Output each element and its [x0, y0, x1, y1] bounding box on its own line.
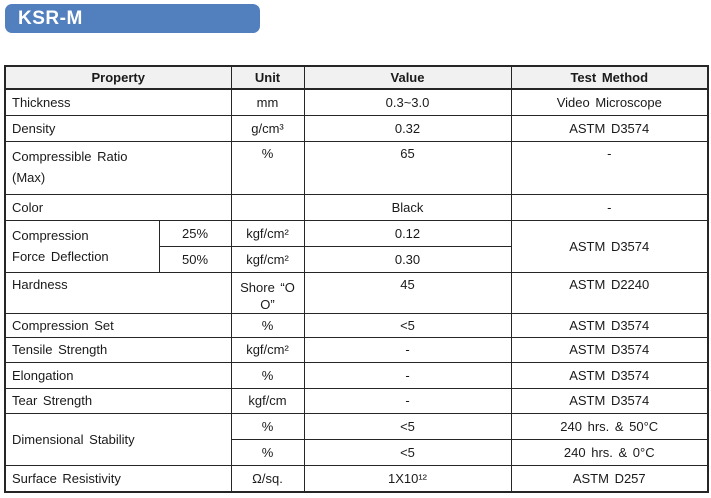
table-row-cfd-25: Compression Force Deflection 25% kgf/cm²… — [4, 219, 709, 273]
cell-color-value: Black — [303, 193, 512, 221]
cell-surface-resistivity-property: Surface Resistivity — [4, 464, 232, 493]
cell-hardness-value: 45 — [303, 271, 512, 314]
cell-tear-strength-value: - — [303, 387, 512, 414]
table-header-row: Property Unit Value Test Method — [4, 65, 709, 90]
cell-cfd-property: Compression Force Deflection — [4, 219, 160, 273]
cell-density-unit: g/cm³ — [230, 114, 305, 142]
cell-thickness-value: 0.3~3.0 — [303, 88, 512, 116]
compressible-ratio-label-line1: Compressible Ratio — [12, 148, 128, 164]
cell-dimensional-stability-2-unit: % — [230, 438, 305, 466]
cell-compression-set-value: <5 — [303, 312, 512, 338]
cell-cfd-test-method: ASTM D3574 — [510, 219, 709, 273]
cfd-label-line2: Force Deflection — [12, 249, 109, 264]
hardness-unit-text: Shore “O O” — [240, 279, 295, 312]
cell-dimensional-stability-1-test-method: 240 hrs. & 50°C — [510, 412, 709, 440]
cell-cfd-50-unit: kgf/cm² — [230, 245, 305, 273]
header-unit: Unit — [230, 65, 305, 90]
compressible-ratio-label-line2: (Max) — [12, 169, 46, 185]
properties-table: Property Unit Value Test Method Thicknes… — [4, 65, 709, 493]
table-row-color: Color Black - — [4, 193, 709, 221]
cell-tensile-strength-property: Tensile Strength — [4, 336, 232, 363]
cell-cfd-25-unit: kgf/cm² — [230, 219, 305, 247]
cell-dimensional-stability-2-value: <5 — [303, 438, 512, 466]
table-row-dimensional-stability-2: % <5 240 hrs. & 0°C — [5, 438, 709, 466]
cell-surface-resistivity-unit: Ω/sq. — [230, 464, 305, 493]
cell-dimensional-stability-2-test-method: 240 hrs. & 0°C — [510, 438, 709, 466]
cell-elongation-value: - — [303, 361, 512, 389]
cell-compressible-ratio-unit: % — [230, 140, 305, 195]
page-title: KSR-M — [18, 8, 83, 29]
table-row-tear-strength: Tear Strength kgf/cm - ASTM D3574 — [4, 387, 709, 414]
cell-tear-strength-test-method: ASTM D3574 — [510, 387, 709, 414]
cell-tear-strength-unit: kgf/cm — [230, 387, 305, 414]
table-row-density: Density g/cm³ 0.32 ASTM D3574 — [4, 114, 709, 142]
cell-hardness-unit: Shore “O O” — [230, 271, 305, 314]
table-row-hardness: Hardness Shore “O O” 45 ASTM D2240 — [4, 271, 709, 314]
cell-elongation-test-method: ASTM D3574 — [510, 361, 709, 389]
cell-dimensional-stability-1-unit: % — [230, 412, 305, 440]
cell-cfd-25-label: 25% — [158, 219, 232, 247]
table-row-compression-set: Compression Set % <5 ASTM D3574 — [4, 312, 709, 338]
cell-tensile-strength-value: - — [303, 336, 512, 363]
product-title-banner: KSR-M — [5, 4, 260, 33]
cell-compression-set-test-method: ASTM D3574 — [510, 312, 709, 338]
table-row-compressible-ratio: Compressible Ratio (Max) % 65 - — [4, 140, 709, 195]
cell-dimensional-stability-1-value: <5 — [303, 412, 512, 440]
cell-color-test-method: - — [510, 193, 709, 221]
cell-surface-resistivity-value: 1X10¹² — [303, 464, 512, 493]
cell-cfd-50-value: 0.30 — [303, 245, 512, 273]
header-test-method: Test Method — [510, 65, 709, 90]
cell-density-property: Density — [4, 114, 232, 142]
cell-elongation-property: Elongation — [4, 361, 232, 389]
cell-cfd-25-value: 0.12 — [303, 219, 512, 247]
cell-compressible-ratio-test-method: - — [510, 140, 709, 195]
cell-tensile-strength-test-method: ASTM D3574 — [510, 336, 709, 363]
cell-color-unit — [230, 193, 305, 221]
cell-compression-set-property: Compression Set — [4, 312, 232, 338]
cell-color-property: Color — [4, 193, 232, 221]
header-value: Value — [303, 65, 512, 90]
cell-hardness-property: Hardness — [4, 271, 232, 314]
table-row-surface-resistivity: Surface Resistivity Ω/sq. 1X10¹² ASTM D2… — [4, 464, 709, 493]
cell-tensile-strength-unit: kgf/cm² — [230, 336, 305, 363]
table-row-thickness: Thickness mm 0.3~3.0 Video Microscope — [4, 88, 709, 116]
cell-surface-resistivity-test-method: ASTM D257 — [510, 464, 709, 493]
cell-cfd-50-label: 50% — [158, 245, 232, 273]
cell-density-value: 0.32 — [303, 114, 512, 142]
table-row-dimensional-stability-1: Dimensional Stability % <5 240 hrs. & 50… — [4, 412, 709, 466]
cfd-label-line1: Compression — [12, 228, 89, 243]
cell-thickness-unit: mm — [230, 88, 305, 116]
cell-hardness-test-method: ASTM D2240 — [510, 271, 709, 314]
cell-density-test-method: ASTM D3574 — [510, 114, 709, 142]
cell-thickness-property: Thickness — [4, 88, 232, 116]
header-property: Property — [4, 65, 232, 90]
cell-compressible-ratio-property: Compressible Ratio (Max) — [4, 140, 232, 195]
table-row-tensile-strength: Tensile Strength kgf/cm² - ASTM D3574 — [4, 336, 709, 363]
cell-compression-set-unit: % — [230, 312, 305, 338]
cell-tear-strength-property: Tear Strength — [4, 387, 232, 414]
cell-compressible-ratio-value: 65 — [303, 140, 512, 195]
cell-dimensional-stability-property: Dimensional Stability — [4, 412, 232, 466]
table-row-elongation: Elongation % - ASTM D3574 — [4, 361, 709, 389]
cell-thickness-test-method: Video Microscope — [510, 88, 709, 116]
spec-table-container: Property Unit Value Test Method Thicknes… — [4, 65, 709, 493]
cell-elongation-unit: % — [230, 361, 305, 389]
